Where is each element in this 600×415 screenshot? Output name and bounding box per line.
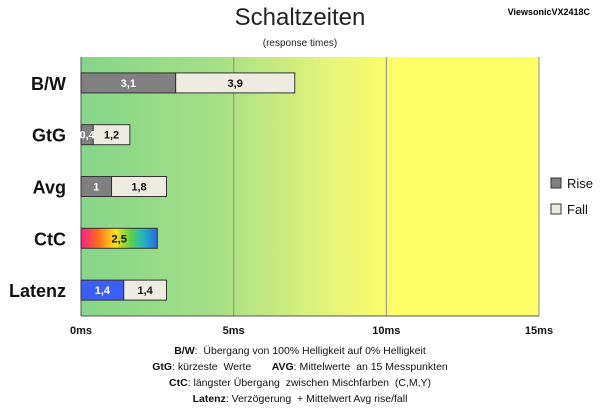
bar-label: 2,5 <box>112 233 127 245</box>
x-tick-label: 5ms <box>223 325 245 337</box>
bar-label-fall: 1,2 <box>104 130 119 142</box>
legend-label: Rise <box>567 176 593 191</box>
legend-label: Fall <box>567 202 588 217</box>
category-label: CtC <box>34 229 66 249</box>
bar-label-fall: 1,4 <box>137 285 153 297</box>
chart-title: Schaltzeiten <box>234 4 366 31</box>
category-label: GtG <box>32 126 66 146</box>
bar-label-fall: 3,9 <box>228 78 243 90</box>
bar-label-rise: 1,4 <box>95 285 111 297</box>
bar-label-rise: 3,1 <box>121 78 136 90</box>
bar-label-fall: 1,8 <box>131 182 146 194</box>
footnote-ctc: CtC: längster Übergang zwischen Mischfar… <box>168 377 432 389</box>
legend-swatch <box>550 177 562 189</box>
category-label: Avg <box>33 178 66 198</box>
bar-ctc <box>80 227 158 249</box>
x-tick-label: 0ms <box>70 325 92 337</box>
category-label: Latenz <box>9 281 66 301</box>
bar-fall <box>92 124 131 146</box>
category-label: B/W <box>31 74 66 94</box>
bar-fall <box>123 279 167 301</box>
footnote-latenz: Latenz: Verzögerung + Mittelwert Avg ris… <box>192 393 408 405</box>
legend-swatch <box>550 203 562 215</box>
footnote-gtg-avg: GtG: kürzeste Werte AVG: Mittelwerte an … <box>152 361 448 373</box>
bar-fall <box>175 72 296 94</box>
footnotes: B/W: Übergang von 100% Helligkeit auf 0%… <box>0 343 600 407</box>
bar-label-rise: 0,4 <box>79 130 95 142</box>
bar-label-rise: 1 <box>93 182 99 194</box>
footnote-bw: B/W: Übergang von 100% Helligkeit auf 0%… <box>174 345 426 357</box>
chart-subtitle: (response times) <box>262 38 338 49</box>
x-tick-label: 15ms <box>525 325 553 337</box>
monitor-model-label: ViewsonicVX2418C <box>507 7 590 17</box>
bar-fall <box>111 176 167 197</box>
x-tick-label: 10ms <box>372 325 400 337</box>
response-time-chart: 0ms 5ms 10ms 15ms B/W 3,1 3,9 GtG 0,4 1,2 Avg 1 1,8 C… <box>9 57 593 337</box>
